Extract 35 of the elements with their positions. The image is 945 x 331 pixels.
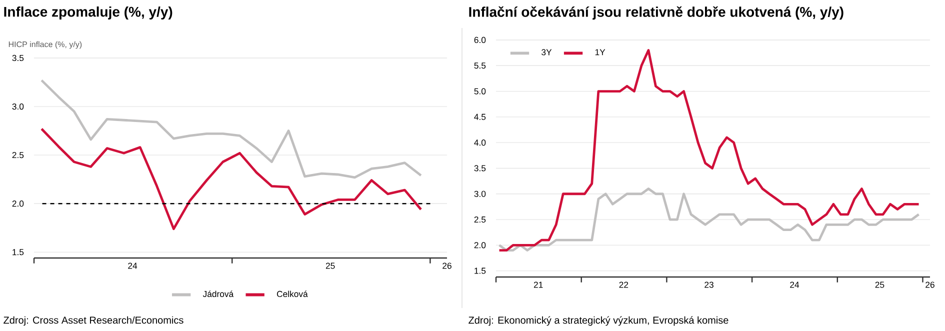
y-tick-label: 3.5 <box>474 165 486 172</box>
y-tick-label: 2.5 <box>12 152 24 158</box>
x-tick-label: 25 <box>875 282 884 288</box>
x-tick-label: 26 <box>442 262 452 269</box>
y-tick-label: 3.0 <box>12 103 24 110</box>
legend-label: Jádrová <box>202 290 234 298</box>
y-axis-title: HICP inflace (%, y/y) <box>8 41 82 49</box>
y-tick-label: 5.0 <box>474 88 486 94</box>
y-tick-label: 5.5 <box>474 62 486 69</box>
y-tick-label: 6.0 <box>474 36 486 44</box>
y-tick-label: 4.0 <box>474 140 486 146</box>
y-tick-label: 2.0 <box>474 242 486 248</box>
legend-label: 3Y <box>542 49 552 56</box>
y-tick-label: 3.5 <box>12 54 24 62</box>
x-tick-label: 25 <box>326 262 335 269</box>
y-tick-label: 3.0 <box>474 190 486 197</box>
text: Zdroj: Ekonomický a strategický výzkum, Evropská komise <box>468 316 728 326</box>
line-series <box>40 128 422 230</box>
chart-title: Inflační očekávání jsou relativně dobře ukotvená (%, y/y) <box>469 6 844 20</box>
text: Zdroj: Cross Asset Research/Economics <box>4 316 184 326</box>
legend-label: Celková <box>276 290 308 298</box>
line-series <box>40 79 422 179</box>
y-tick-label: 2.5 <box>474 216 486 223</box>
legend-label: 1Y <box>595 49 606 56</box>
x-tick-label: 22 <box>619 282 628 288</box>
x-tick-label: 26 <box>926 282 934 288</box>
y-tick-label: 2.0 <box>12 200 24 207</box>
chart-title: Inflace zpomaluje (%, y/y) <box>4 6 172 20</box>
y-tick-label: 1.5 <box>12 249 24 256</box>
x-tick-label: 21 <box>534 282 543 288</box>
x-tick-label: 24 <box>128 262 138 269</box>
y-tick-label: 1.5 <box>474 268 486 274</box>
x-tick-label: 24 <box>790 282 800 288</box>
y-tick-label: 4.5 <box>474 114 486 120</box>
x-tick-label: 23 <box>704 282 714 288</box>
